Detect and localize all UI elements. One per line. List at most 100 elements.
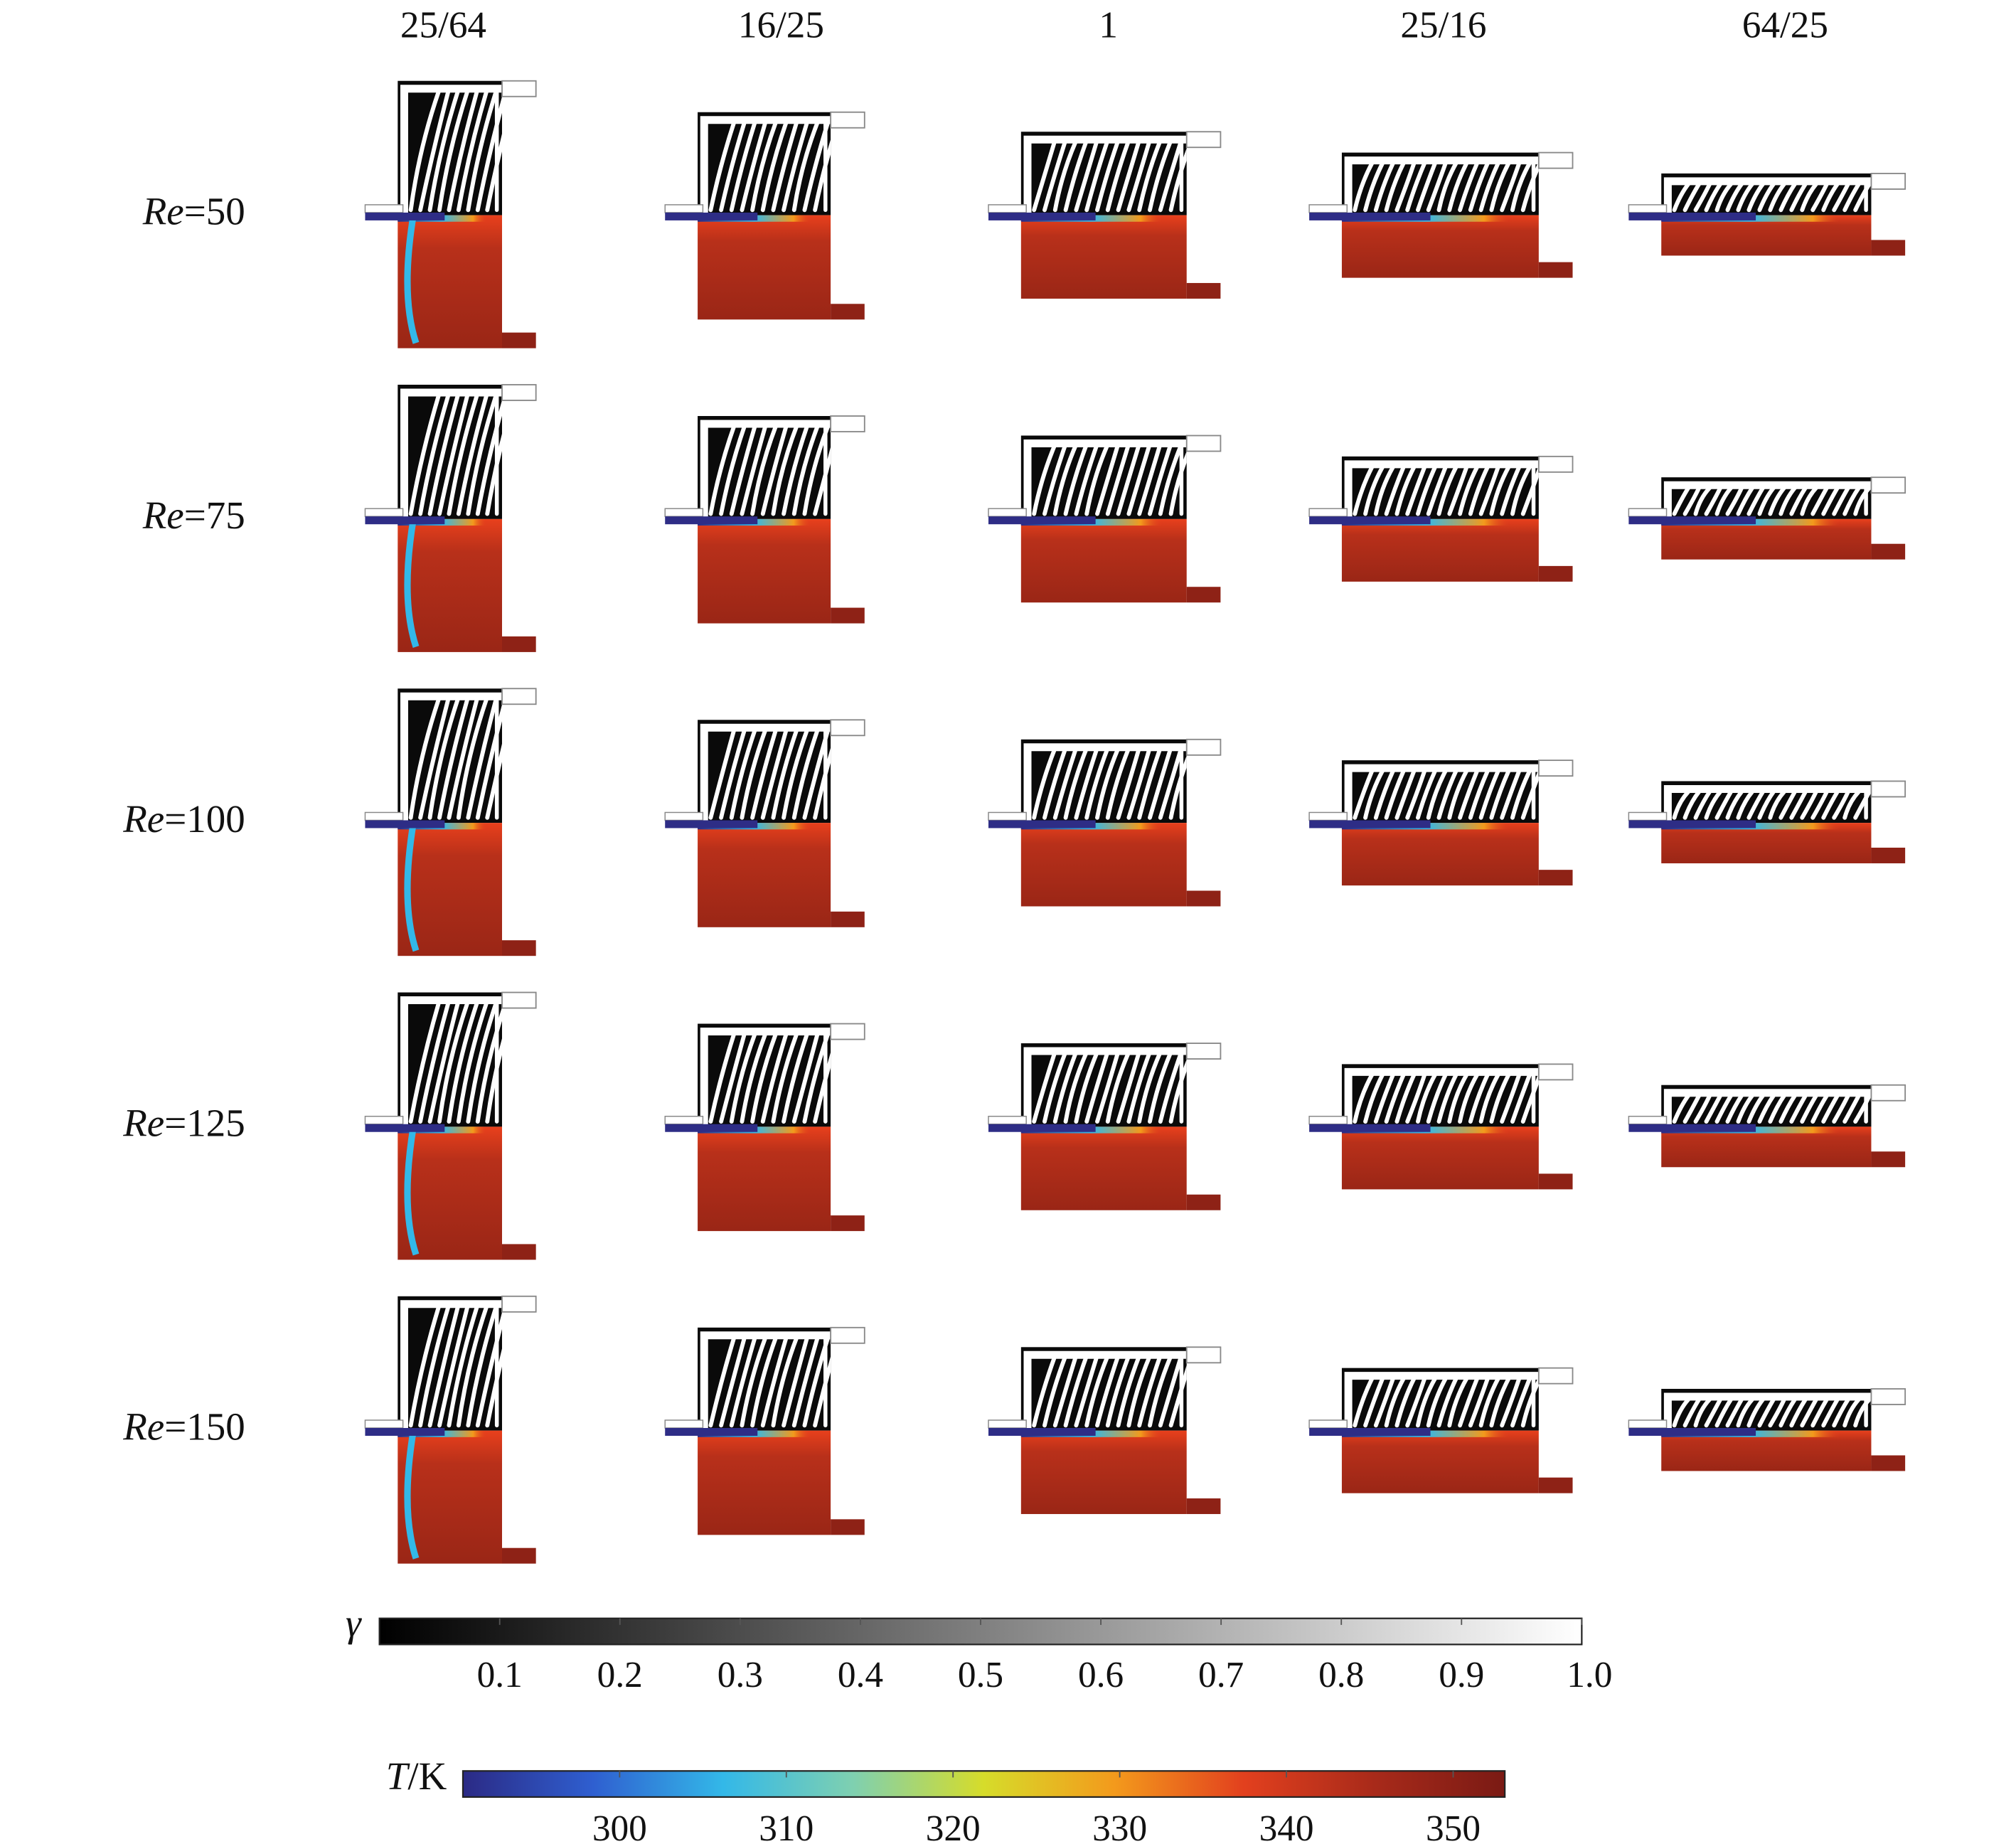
channel	[750, 120, 778, 213]
channel	[1704, 485, 1723, 516]
channel	[1042, 444, 1067, 516]
channel	[1693, 789, 1712, 820]
channel-frame	[700, 1028, 831, 1127]
outlet-bottom	[831, 607, 865, 624]
panel	[1308, 455, 1574, 582]
channel	[1042, 747, 1067, 820]
inlet-wall	[664, 508, 704, 517]
outlet-top	[1870, 780, 1906, 798]
outlet-top	[1870, 173, 1906, 190]
channel	[1074, 1051, 1099, 1124]
temperature-region	[698, 823, 831, 927]
colorbar-tick-label: 0.3	[718, 1655, 763, 1695]
panel	[664, 111, 865, 320]
channel	[1384, 1376, 1406, 1428]
inlet	[1628, 516, 1756, 525]
outlet-top	[1185, 1043, 1222, 1060]
channels	[400, 996, 502, 1127]
channel	[782, 1336, 809, 1428]
inlet	[988, 212, 1096, 220]
colorbar-tick-label: 1.0	[1567, 1655, 1612, 1695]
channel	[408, 1001, 441, 1124]
channel	[1778, 1093, 1798, 1124]
channel	[418, 393, 451, 516]
temperature-region	[1661, 518, 1872, 560]
temperature-region	[1341, 518, 1539, 582]
channel	[456, 1304, 489, 1428]
panel	[1628, 780, 1906, 863]
channels	[700, 420, 831, 519]
outlet-top	[1185, 1346, 1222, 1364]
channels	[1344, 156, 1539, 215]
channel	[1458, 464, 1480, 516]
outlet-bottom	[1186, 282, 1221, 299]
channel	[1032, 1051, 1057, 1124]
channel	[1672, 485, 1691, 516]
channel	[1714, 1093, 1734, 1124]
channel	[1363, 1376, 1385, 1428]
channel	[1137, 1051, 1162, 1124]
temperature-region	[1020, 215, 1187, 299]
channels	[700, 1331, 831, 1431]
channel	[447, 1304, 479, 1428]
inlet	[365, 1428, 445, 1437]
channels	[400, 1300, 502, 1431]
channel	[1436, 161, 1458, 213]
temperature-region	[1661, 1430, 1872, 1471]
channel	[771, 1336, 799, 1428]
outlet-bottom	[1186, 1498, 1221, 1515]
temperature-region	[1020, 823, 1187, 907]
channel	[1447, 1376, 1469, 1428]
channel	[1704, 1093, 1723, 1124]
channel	[740, 728, 768, 820]
channel	[1800, 485, 1819, 516]
channel	[1095, 139, 1120, 213]
channel	[729, 728, 757, 820]
channel-frame	[400, 1300, 502, 1431]
outlet-top	[1537, 1367, 1574, 1385]
panel	[1308, 760, 1574, 886]
channel	[1672, 1397, 1691, 1428]
channel	[1353, 1072, 1375, 1124]
row-symbol: Re	[122, 1405, 164, 1448]
outlet-bottom	[501, 636, 536, 652]
inlet-wall	[664, 1419, 704, 1429]
channel	[1168, 451, 1187, 516]
outlet-top	[501, 384, 537, 401]
channel	[1353, 768, 1375, 820]
channel	[418, 696, 451, 820]
outlet-bottom	[1871, 240, 1906, 256]
panel	[988, 131, 1222, 299]
channel	[1116, 1051, 1141, 1124]
channel	[1821, 181, 1840, 213]
channel	[1832, 789, 1850, 820]
inlet-wall	[988, 204, 1027, 213]
channel	[485, 433, 502, 516]
channel	[1725, 1093, 1744, 1124]
channels	[1663, 784, 1872, 824]
channel	[1353, 464, 1375, 516]
outlet-top	[501, 688, 537, 705]
channel	[1116, 1355, 1141, 1428]
colorbar-tick-label: 0.5	[958, 1655, 1003, 1695]
outlet-bottom	[1186, 1194, 1221, 1210]
outlet-top	[1185, 435, 1222, 452]
channel	[1105, 747, 1131, 820]
channel	[719, 424, 747, 516]
channel	[750, 1032, 778, 1124]
channel	[750, 1336, 778, 1428]
inlet	[365, 212, 445, 220]
channel-frame	[1023, 439, 1187, 519]
channel	[1478, 1072, 1500, 1124]
temperature-region	[1020, 1126, 1187, 1210]
colorbar-tick-label: 0.4	[838, 1655, 883, 1695]
outlet-top	[830, 1023, 865, 1040]
channel	[1682, 181, 1702, 213]
channel	[1063, 1051, 1089, 1124]
channel	[782, 1032, 809, 1124]
channel	[1458, 161, 1480, 213]
outlet-bottom	[501, 332, 536, 348]
channel	[466, 1001, 498, 1124]
channel	[1052, 444, 1078, 516]
